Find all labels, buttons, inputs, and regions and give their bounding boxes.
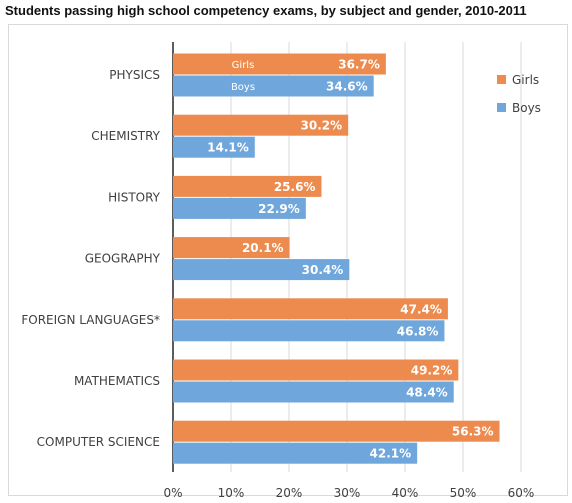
bar-girls-computer-science bbox=[173, 420, 500, 442]
bars: 36.7% Girls 34.6% Boys 30.2% 14.1% 25.6% 22.9% 2… bbox=[173, 53, 500, 464]
x-tick-labels: 0% 10% 20% 30% 40% 50% 60% bbox=[163, 486, 534, 500]
data-label-girls-computer-science: 56.3% bbox=[452, 425, 494, 439]
legend-label-girls: Girls bbox=[512, 73, 539, 87]
bar-boys-mathematics bbox=[173, 381, 454, 403]
data-label-boys-geography: 30.4% bbox=[302, 263, 344, 277]
data-label-boys-foreign-languages: 46.8% bbox=[397, 324, 439, 338]
data-label-boys-physics: 34.6% bbox=[326, 80, 368, 94]
bar-boys-history bbox=[173, 197, 306, 219]
bar-boys-foreign-languages bbox=[173, 320, 445, 342]
x-tick-label: 10% bbox=[218, 486, 245, 500]
bar-girls-history bbox=[173, 175, 322, 197]
legend-swatch-girls bbox=[497, 75, 506, 84]
bar-boys-geography bbox=[173, 259, 350, 281]
category-label-computer-science: COMPUTER SCIENCE bbox=[37, 435, 160, 449]
bar-boys-computer-science bbox=[173, 442, 418, 464]
data-label-girls-geography: 20.1% bbox=[242, 241, 284, 255]
legend-label-boys: Boys bbox=[512, 101, 541, 115]
legend: Girls Boys bbox=[497, 73, 541, 115]
data-label-boys-computer-science: 42.1% bbox=[370, 447, 412, 461]
inbar-series-label-girls: Girls bbox=[232, 60, 255, 71]
data-label-girls-physics: 36.7% bbox=[338, 58, 380, 72]
category-labels: PHYSICS CHEMISTRY HISTORY GEOGRAPHY FOREIGN … bbox=[21, 68, 160, 449]
x-tick-label: 0% bbox=[163, 486, 182, 500]
data-label-boys-mathematics: 48.4% bbox=[406, 386, 448, 400]
inbar-series-label-boys: Boys bbox=[231, 82, 255, 93]
bar-girls-physics bbox=[173, 53, 386, 75]
data-label-girls-chemistry: 30.2% bbox=[301, 119, 343, 133]
data-label-girls-mathematics: 49.2% bbox=[411, 364, 453, 378]
bar-girls-chemistry bbox=[173, 114, 349, 136]
data-label-boys-chemistry: 14.1% bbox=[207, 141, 249, 155]
data-label-boys-history: 22.9% bbox=[258, 202, 300, 216]
chart-title: Students passing high school competency … bbox=[5, 3, 527, 18]
category-label-chemistry: CHEMISTRY bbox=[91, 129, 160, 143]
bar-girls-geography bbox=[173, 237, 290, 259]
data-label-girls-history: 25.6% bbox=[274, 180, 316, 194]
x-tick-label: 40% bbox=[392, 486, 419, 500]
bar-girls-foreign-languages bbox=[173, 298, 448, 320]
category-label-history: HISTORY bbox=[108, 190, 161, 204]
category-label-physics: PHYSICS bbox=[109, 68, 160, 82]
x-tick-label: 50% bbox=[450, 486, 477, 500]
bar-boys-chemistry bbox=[173, 136, 255, 158]
x-tick-label: 30% bbox=[334, 486, 361, 500]
category-label-foreign-languages: FOREIGN LANGUAGES* bbox=[21, 313, 160, 327]
x-tick-label: 20% bbox=[276, 486, 303, 500]
x-tick-label: 60% bbox=[508, 486, 535, 500]
category-label-geography: GEOGRAPHY bbox=[85, 252, 161, 266]
legend-swatch-boys bbox=[497, 103, 506, 112]
bar-girls-mathematics bbox=[173, 359, 459, 381]
bar-boys-physics bbox=[173, 75, 374, 97]
data-label-girls-foreign-languages: 47.4% bbox=[400, 302, 442, 316]
category-label-mathematics: MATHEMATICS bbox=[74, 374, 160, 388]
